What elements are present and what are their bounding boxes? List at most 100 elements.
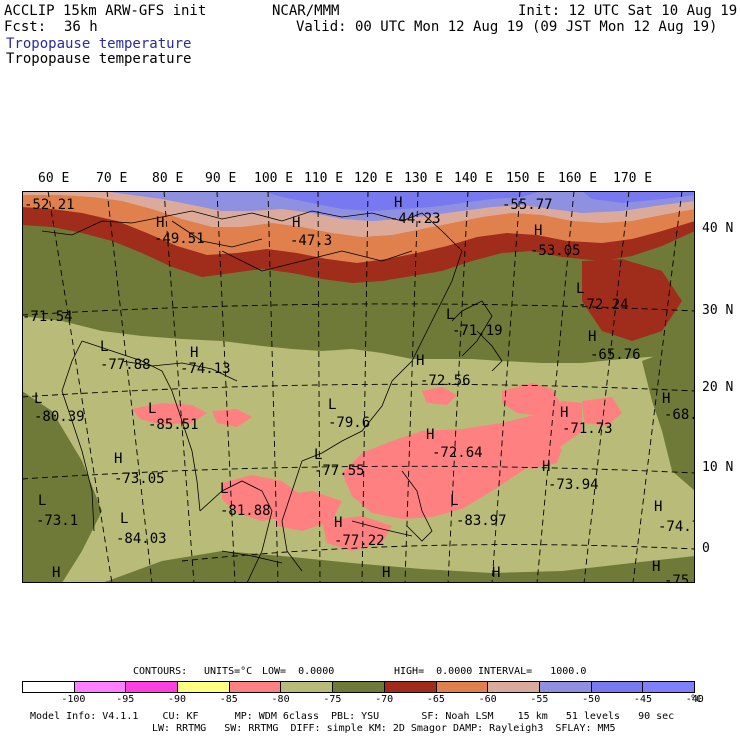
lon-label: 100 E xyxy=(254,171,294,186)
lon-label: 140 E xyxy=(454,171,494,186)
map-label: -72.64 xyxy=(432,445,483,461)
colorbar-tick: -60 xyxy=(478,694,497,705)
lon-label: 150 E xyxy=(506,171,546,186)
map-label: -71.54 xyxy=(22,309,73,325)
map-label: H xyxy=(114,451,122,467)
map-label: H xyxy=(394,195,402,211)
band-75-70-east xyxy=(642,341,695,491)
map-label: -47.3 xyxy=(290,233,332,249)
map-label: -74.7 xyxy=(658,519,695,535)
lat-label: 40 N xyxy=(702,221,734,236)
map-label: -65.76 xyxy=(590,347,641,363)
contours-label: CONTOURS: xyxy=(133,666,188,677)
colorbar-unit: °C xyxy=(690,694,703,705)
map-label: L xyxy=(450,493,458,509)
contours-low: LOW= 0.0000 xyxy=(262,666,335,677)
colorbar xyxy=(22,681,695,693)
map-label: -68. xyxy=(664,407,695,423)
map-label: H xyxy=(416,353,424,369)
map-label: -77.22 xyxy=(334,533,385,549)
contours-interval: INTERVAL= 1000.0 xyxy=(478,666,587,677)
band-75-70-west xyxy=(22,391,102,583)
map-label: H xyxy=(560,405,568,421)
colorbar-swatch xyxy=(333,682,385,692)
model-info-line2: LW: RRTMG SW: RRTMG DIFF: simple KM: 2D … xyxy=(152,723,616,734)
colorbar-tick: -55 xyxy=(530,694,549,705)
colorbar-tick: -40 xyxy=(685,694,704,705)
colorbar-tick: -75 xyxy=(323,694,342,705)
map-label: -84.03 xyxy=(116,531,167,547)
colorbar-swatch xyxy=(23,682,75,692)
map-label: H xyxy=(654,499,662,515)
map-label: L xyxy=(38,493,46,509)
colorbar-tick: -65 xyxy=(426,694,445,705)
map-label: -80.39 xyxy=(34,409,85,425)
lon-label: 110 E xyxy=(304,171,344,186)
map-label: -49.51 xyxy=(154,231,205,247)
map-label: -77.88 xyxy=(100,357,151,373)
map-label: -72.24 xyxy=(578,297,629,313)
forecast-label: Fcst: xyxy=(4,19,47,35)
colorbar-swatch xyxy=(126,682,179,692)
lat-label: 10 N xyxy=(702,460,734,475)
colorbar-swatch xyxy=(74,682,127,692)
map-label: -79.6 xyxy=(328,415,370,431)
lat-label: 30 N xyxy=(702,303,734,318)
map-label: H xyxy=(534,223,542,239)
colorbar-swatch xyxy=(643,682,694,692)
lon-label: 90 E xyxy=(205,171,237,186)
org-label: NCAR/MMM xyxy=(272,3,340,19)
colorbar-swatch xyxy=(539,682,592,692)
map-label: -44.23 xyxy=(390,211,441,227)
map-label: -53.05 xyxy=(530,243,581,259)
contours-high: HIGH= 0.0000 xyxy=(394,666,473,677)
map-label: L xyxy=(328,397,336,413)
map-label: -83.97 xyxy=(456,513,507,529)
band-50-45-east xyxy=(582,191,695,203)
colorbar-tick: -80 xyxy=(271,694,290,705)
lon-label: 70 E xyxy=(96,171,128,186)
forecast-hour: 36 h xyxy=(64,19,98,35)
map-label: H xyxy=(52,565,60,581)
map-label: H xyxy=(426,427,434,443)
map-label: -71.19 xyxy=(452,323,503,339)
lon-label: 130 E xyxy=(404,171,444,186)
map-label: -85.51 xyxy=(148,417,199,433)
extrema-labels: -52.21 H -49.51 H -47.3 H -44.23 -55.77 … xyxy=(22,195,695,583)
lon-label: 120 E xyxy=(354,171,394,186)
map-label: H xyxy=(542,459,550,475)
map-label: L xyxy=(314,447,322,463)
map-label: -72.56 xyxy=(420,373,471,389)
map-label: L xyxy=(576,281,584,297)
colorbar-swatch xyxy=(591,682,644,692)
model-title: ACCLIP 15km ARW-GFS init xyxy=(4,3,207,19)
band-50-45 xyxy=(262,191,542,211)
field-title-secondary: Tropopause temperature xyxy=(6,51,192,67)
map-label: -55.77 xyxy=(502,197,553,213)
valid-time: Valid: 00 UTC Mon 12 Aug 19 (09 JST Mon … xyxy=(296,19,718,35)
colorbar-tick: -85 xyxy=(219,694,238,705)
lat-label: 0 xyxy=(702,541,710,556)
lon-label: 60 E xyxy=(38,171,70,186)
colorbar-swatch xyxy=(488,682,540,692)
map-label: L xyxy=(220,481,228,497)
map-label: H xyxy=(652,559,660,575)
colorbar-swatch xyxy=(281,682,334,692)
colorbar-swatch xyxy=(384,682,437,692)
grid-lines xyxy=(22,191,695,583)
lon-label: 80 E xyxy=(152,171,184,186)
map-label: L xyxy=(446,307,454,323)
map-label: -77.55 xyxy=(314,463,365,479)
colorbar-swatch xyxy=(436,682,489,692)
map-canvas: -52.21 H -49.51 H -47.3 H -44.23 -55.77 … xyxy=(22,191,695,583)
colorbar-swatch xyxy=(229,682,282,692)
model-info-line1: Model Info: V4.1.1 CU: KF MP: WDM 6class… xyxy=(30,711,675,722)
colorbar-tick: -70 xyxy=(375,694,394,705)
map-label: H xyxy=(190,345,198,361)
map-label: -52.21 xyxy=(24,197,75,213)
band-70-65-east xyxy=(582,259,682,341)
colorbar-tick: -90 xyxy=(168,694,187,705)
map-label: -81.88 xyxy=(220,503,271,519)
colorbar-tick: -95 xyxy=(116,694,135,705)
coastlines xyxy=(41,210,503,583)
